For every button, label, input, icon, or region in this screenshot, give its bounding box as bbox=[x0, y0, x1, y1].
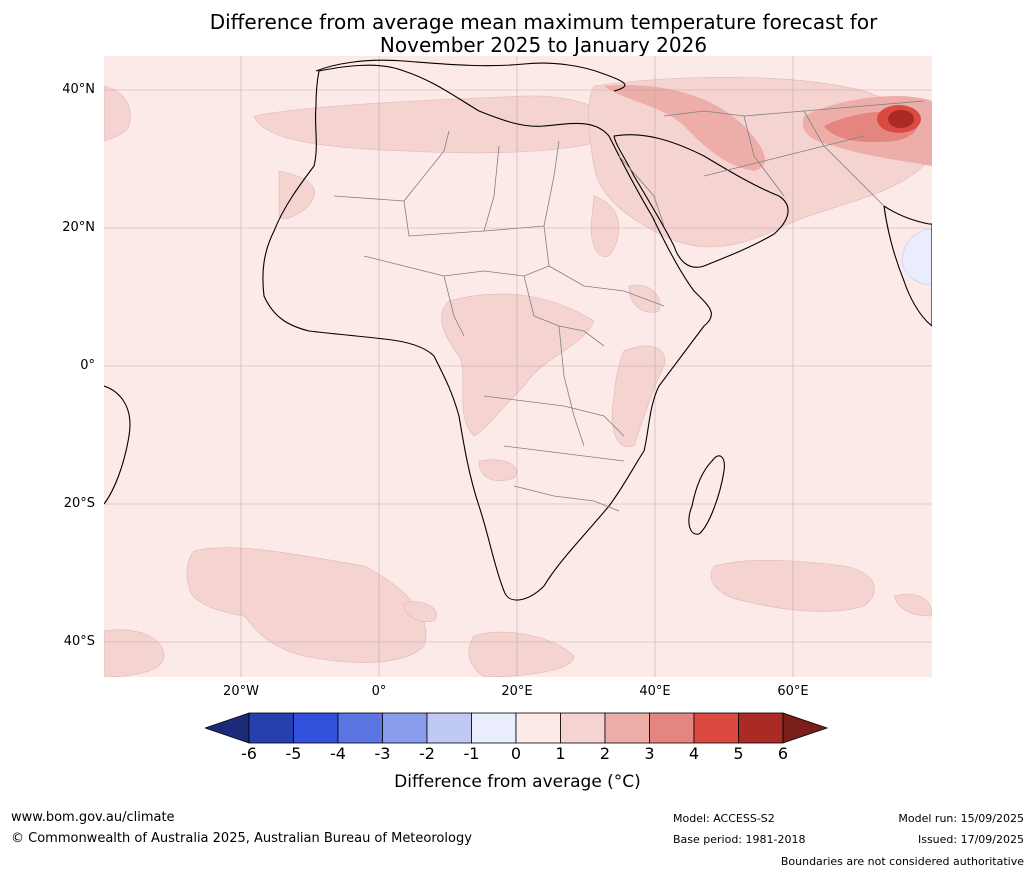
lon-label-60e: 60°E bbox=[777, 684, 809, 699]
colorbar-tick-label: -6 bbox=[241, 744, 257, 763]
region-southern-africa bbox=[478, 459, 517, 481]
region-south-indian bbox=[710, 559, 875, 612]
region-kenya bbox=[611, 345, 666, 447]
colorbar-segment bbox=[649, 712, 695, 744]
colorbar-segment bbox=[293, 712, 339, 744]
colorbar-segment bbox=[604, 712, 650, 744]
colorbar-segment bbox=[248, 712, 294, 744]
footer-issued: Issued: 17/09/2025 bbox=[917, 833, 1024, 846]
colorbar-tick-label: 0 bbox=[510, 744, 522, 763]
lat-label-40s: 40°S bbox=[63, 634, 95, 649]
lon-label-40e: 40°E bbox=[639, 684, 671, 699]
region-central-africa bbox=[441, 293, 595, 437]
colorbar-tick-label: 5 bbox=[733, 744, 744, 763]
colorbar-tick-label: -5 bbox=[285, 744, 302, 763]
region-sahara-west bbox=[278, 170, 315, 219]
colorbar-segment bbox=[471, 712, 517, 744]
lat-label-20n: 20°N bbox=[62, 220, 95, 235]
temperature-anomaly-map bbox=[104, 56, 932, 677]
footer-base-period: Base period: 1981-2018 bbox=[673, 833, 806, 846]
colorbar-extend-low bbox=[205, 712, 250, 744]
region-north-atlantic bbox=[104, 85, 131, 142]
lat-label-equator: 0° bbox=[80, 358, 95, 373]
colorbar-segment bbox=[426, 712, 472, 744]
europe-coastline bbox=[315, 59, 626, 92]
map-title-line2: November 2025 to January 2026 bbox=[379, 33, 708, 57]
lat-label-40n: 40°N bbox=[62, 82, 95, 97]
colorbar-segment bbox=[738, 712, 784, 744]
colorbar-segment bbox=[382, 712, 428, 744]
hot-anomaly-regions bbox=[604, 85, 932, 171]
colorbar-segment bbox=[560, 712, 606, 744]
colorbar-segment bbox=[337, 712, 383, 744]
africa-coastline bbox=[262, 64, 712, 601]
footer-model-run: Model run: 15/09/2025 bbox=[898, 812, 1024, 825]
region-south-central bbox=[468, 631, 575, 677]
colorbar-tick-label: 2 bbox=[599, 744, 611, 763]
colorbar-tick-label: -1 bbox=[463, 744, 480, 763]
footer-model: Model: ACCESS-S2 bbox=[673, 812, 775, 825]
brazil-coastline bbox=[104, 385, 131, 505]
colorbar-tick-label: -4 bbox=[330, 744, 346, 763]
colorbar-tick-label: -2 bbox=[419, 744, 435, 763]
colorbar bbox=[205, 712, 829, 744]
colorbar-tick-label: -3 bbox=[374, 744, 391, 763]
colorbar-extend-high bbox=[782, 712, 829, 744]
lon-label-0: 0° bbox=[371, 684, 387, 699]
region-arabia-south bbox=[590, 195, 620, 257]
lon-label-20w: 20°W bbox=[223, 684, 259, 699]
colorbar-label: Difference from average (°C) bbox=[394, 772, 641, 792]
lon-label-20e: 20°E bbox=[501, 684, 533, 699]
region-south-atlantic bbox=[186, 547, 427, 663]
lat-label-20s: 20°S bbox=[63, 496, 95, 511]
colorbar-tick-label: 3 bbox=[644, 744, 655, 763]
footer-copyright: © Commonwealth of Australia 2025, Austra… bbox=[11, 831, 472, 846]
region-se-corner bbox=[893, 593, 932, 617]
map-title-line1: Difference from average mean maximum tem… bbox=[209, 10, 878, 34]
madagascar-coastline bbox=[688, 455, 725, 535]
colorbar-tick-label: 1 bbox=[555, 744, 566, 763]
footer-disclaimer: Boundaries are not considered authoritat… bbox=[780, 855, 1024, 868]
graticule bbox=[104, 56, 932, 677]
hotspot-peak bbox=[888, 110, 914, 128]
region-south-atlantic-2 bbox=[403, 601, 437, 622]
coastlines bbox=[104, 59, 932, 601]
colorbar-segment bbox=[515, 712, 561, 744]
region-india-cool bbox=[901, 228, 932, 285]
region-iran-hot bbox=[604, 85, 765, 171]
india-coastline bbox=[883, 205, 932, 327]
colorbar-segment bbox=[693, 712, 739, 744]
region-southwest-corner bbox=[104, 629, 165, 677]
country-borders bbox=[333, 100, 925, 512]
colorbar-tick-label: 6 bbox=[777, 744, 789, 763]
footer-website: www.bom.gov.au/climate bbox=[11, 810, 175, 825]
arabia-coastline bbox=[613, 134, 789, 268]
colorbar-tick-label: 4 bbox=[688, 744, 700, 763]
